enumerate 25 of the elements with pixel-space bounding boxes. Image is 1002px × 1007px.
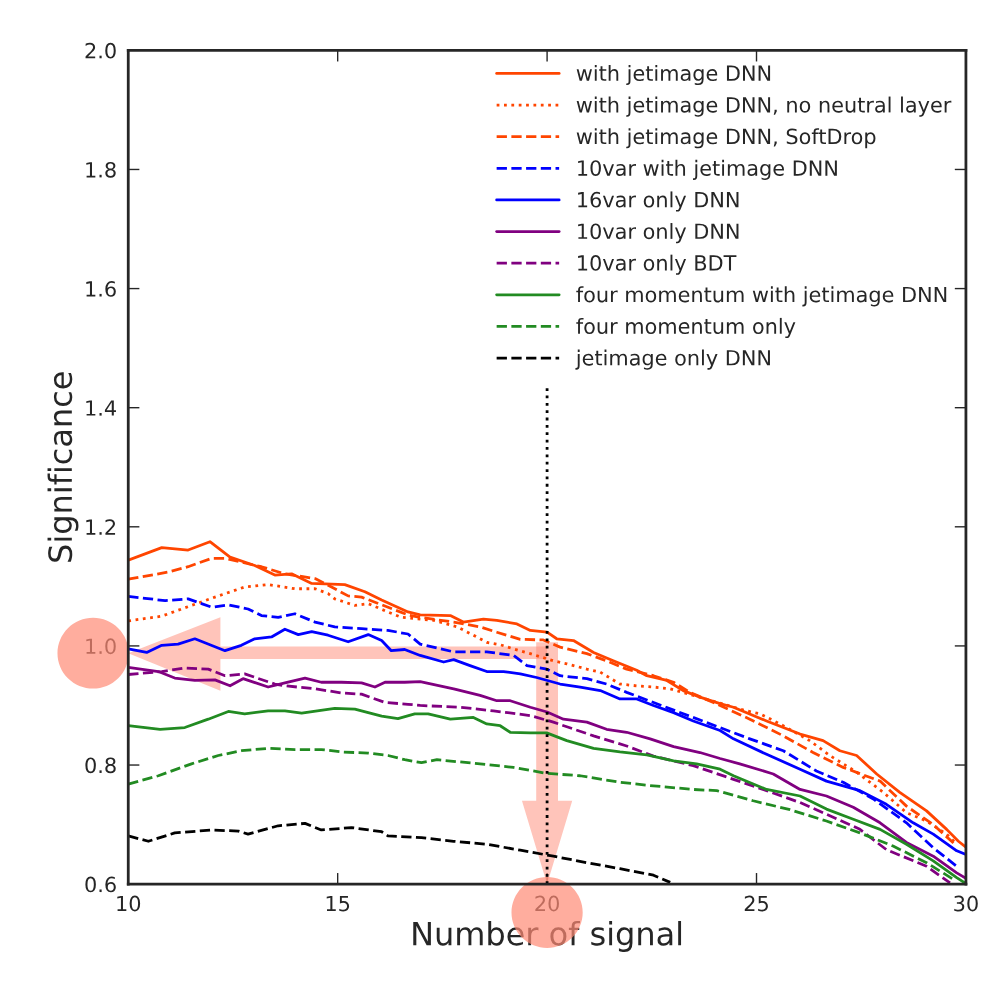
- x-tick-label: 20: [535, 895, 559, 912]
- legend-label: 10var with jetimage DNN: [578, 159, 837, 180]
- legend-label: 16var only DNN: [578, 191, 739, 212]
- x-tick-label: 25: [744, 895, 768, 912]
- y-axis-title: Significance: [47, 372, 79, 562]
- y-tick-label: 1.2: [86, 519, 116, 535]
- y-tick-label: 2.0: [85, 42, 116, 59]
- y-tick-label: 0.6: [85, 876, 116, 893]
- x-tick-label: 30: [954, 895, 978, 912]
- y-tick-label: 1.4: [86, 400, 116, 416]
- x-tick-label: 10: [117, 895, 141, 912]
- legend-label: with jetimage DNN: [576, 64, 771, 86]
- y-tick-label: 1.8: [86, 161, 116, 178]
- legend-label: with jetimage DNN, no neutral layer: [576, 96, 952, 117]
- legend-label: jetimage only DNN: [575, 349, 770, 370]
- legend-label: four momentum with jetimage DNN: [576, 286, 947, 307]
- y-tick-label: 1.0: [86, 638, 116, 655]
- legend-label: 10var only DNN: [578, 223, 739, 244]
- legend-label: 10var only BDT: [578, 254, 737, 275]
- legend-label: with jetimage DNN, SoftDrop: [576, 128, 876, 149]
- x-axis-title: Number of signal: [413, 920, 682, 952]
- y-tick-label: 0.8: [85, 757, 116, 774]
- y-tick-label: 1.6: [86, 281, 116, 297]
- x-tick-label: 15: [326, 895, 350, 912]
- legend-label: four momentum only: [576, 317, 796, 339]
